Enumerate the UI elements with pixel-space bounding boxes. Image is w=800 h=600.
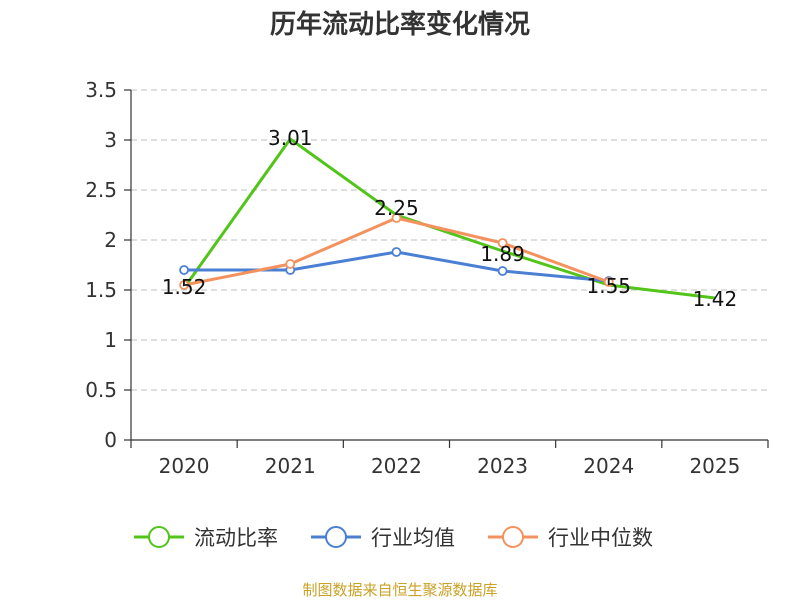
point-1-2023: [497, 266, 508, 276]
y-tick-label-0: 0: [104, 428, 117, 452]
data-label-2022: 2.25: [374, 196, 419, 220]
legend-marker-2: [502, 526, 524, 548]
y-tick-label-6: 3: [104, 128, 117, 152]
source-note: 制图数据来自恒生聚源数据库: [302, 581, 497, 599]
data-label-2024: 1.55: [586, 274, 631, 298]
legend-label-1: 行业均值: [371, 526, 455, 550]
grid-lines: [131, 89, 768, 391]
y-tick-label-7: 3.5: [85, 78, 117, 102]
point-1-2022: [391, 247, 402, 257]
y-tick-label-1: 0.5: [85, 378, 117, 402]
data-label-2025: 1.42: [693, 287, 738, 311]
data-label-2023: 1.89: [480, 242, 525, 266]
legend-marker-1: [325, 526, 347, 548]
x-tick-label-2021: 2021: [265, 454, 316, 478]
legend: 流动比率 行业均值 行业中位数: [134, 526, 653, 550]
x-tick-label-2022: 2022: [371, 454, 422, 478]
series-line-0: [182, 137, 716, 300]
legend-label-2: 行业中位数: [548, 526, 653, 550]
point-2-2023: [497, 238, 508, 248]
point-1-2020: [179, 265, 189, 275]
legend-marker-0: [148, 526, 170, 548]
y-tick-label-5: 2.5: [85, 178, 117, 202]
point-2-2020: [179, 280, 189, 290]
legend-label-0: 流动比率: [194, 526, 278, 550]
point-2-2024: [603, 277, 614, 287]
y-tick-label-3: 1.5: [85, 278, 117, 302]
point-2-2021: [285, 259, 296, 269]
x-tick-label-2020: 2020: [159, 454, 210, 478]
data-label-2020: 1.52: [162, 275, 207, 299]
x-tick-label-2025: 2025: [689, 454, 740, 478]
x-tick-label-2023: 2023: [477, 454, 528, 478]
chart-title: 历年流动比率变化情况: [270, 9, 530, 40]
series-lines: [179, 137, 716, 300]
y-tick-label-4: 2: [104, 228, 117, 252]
data-labels: 1.52 3.01 2.25 1.89 1.55 1.42: [162, 126, 737, 311]
data-label-2021: 3.01: [268, 126, 313, 150]
y-tick-label-2: 1: [104, 328, 117, 352]
x-tick-label-2024: 2024: [583, 454, 634, 478]
point-2-2022: [391, 213, 402, 223]
